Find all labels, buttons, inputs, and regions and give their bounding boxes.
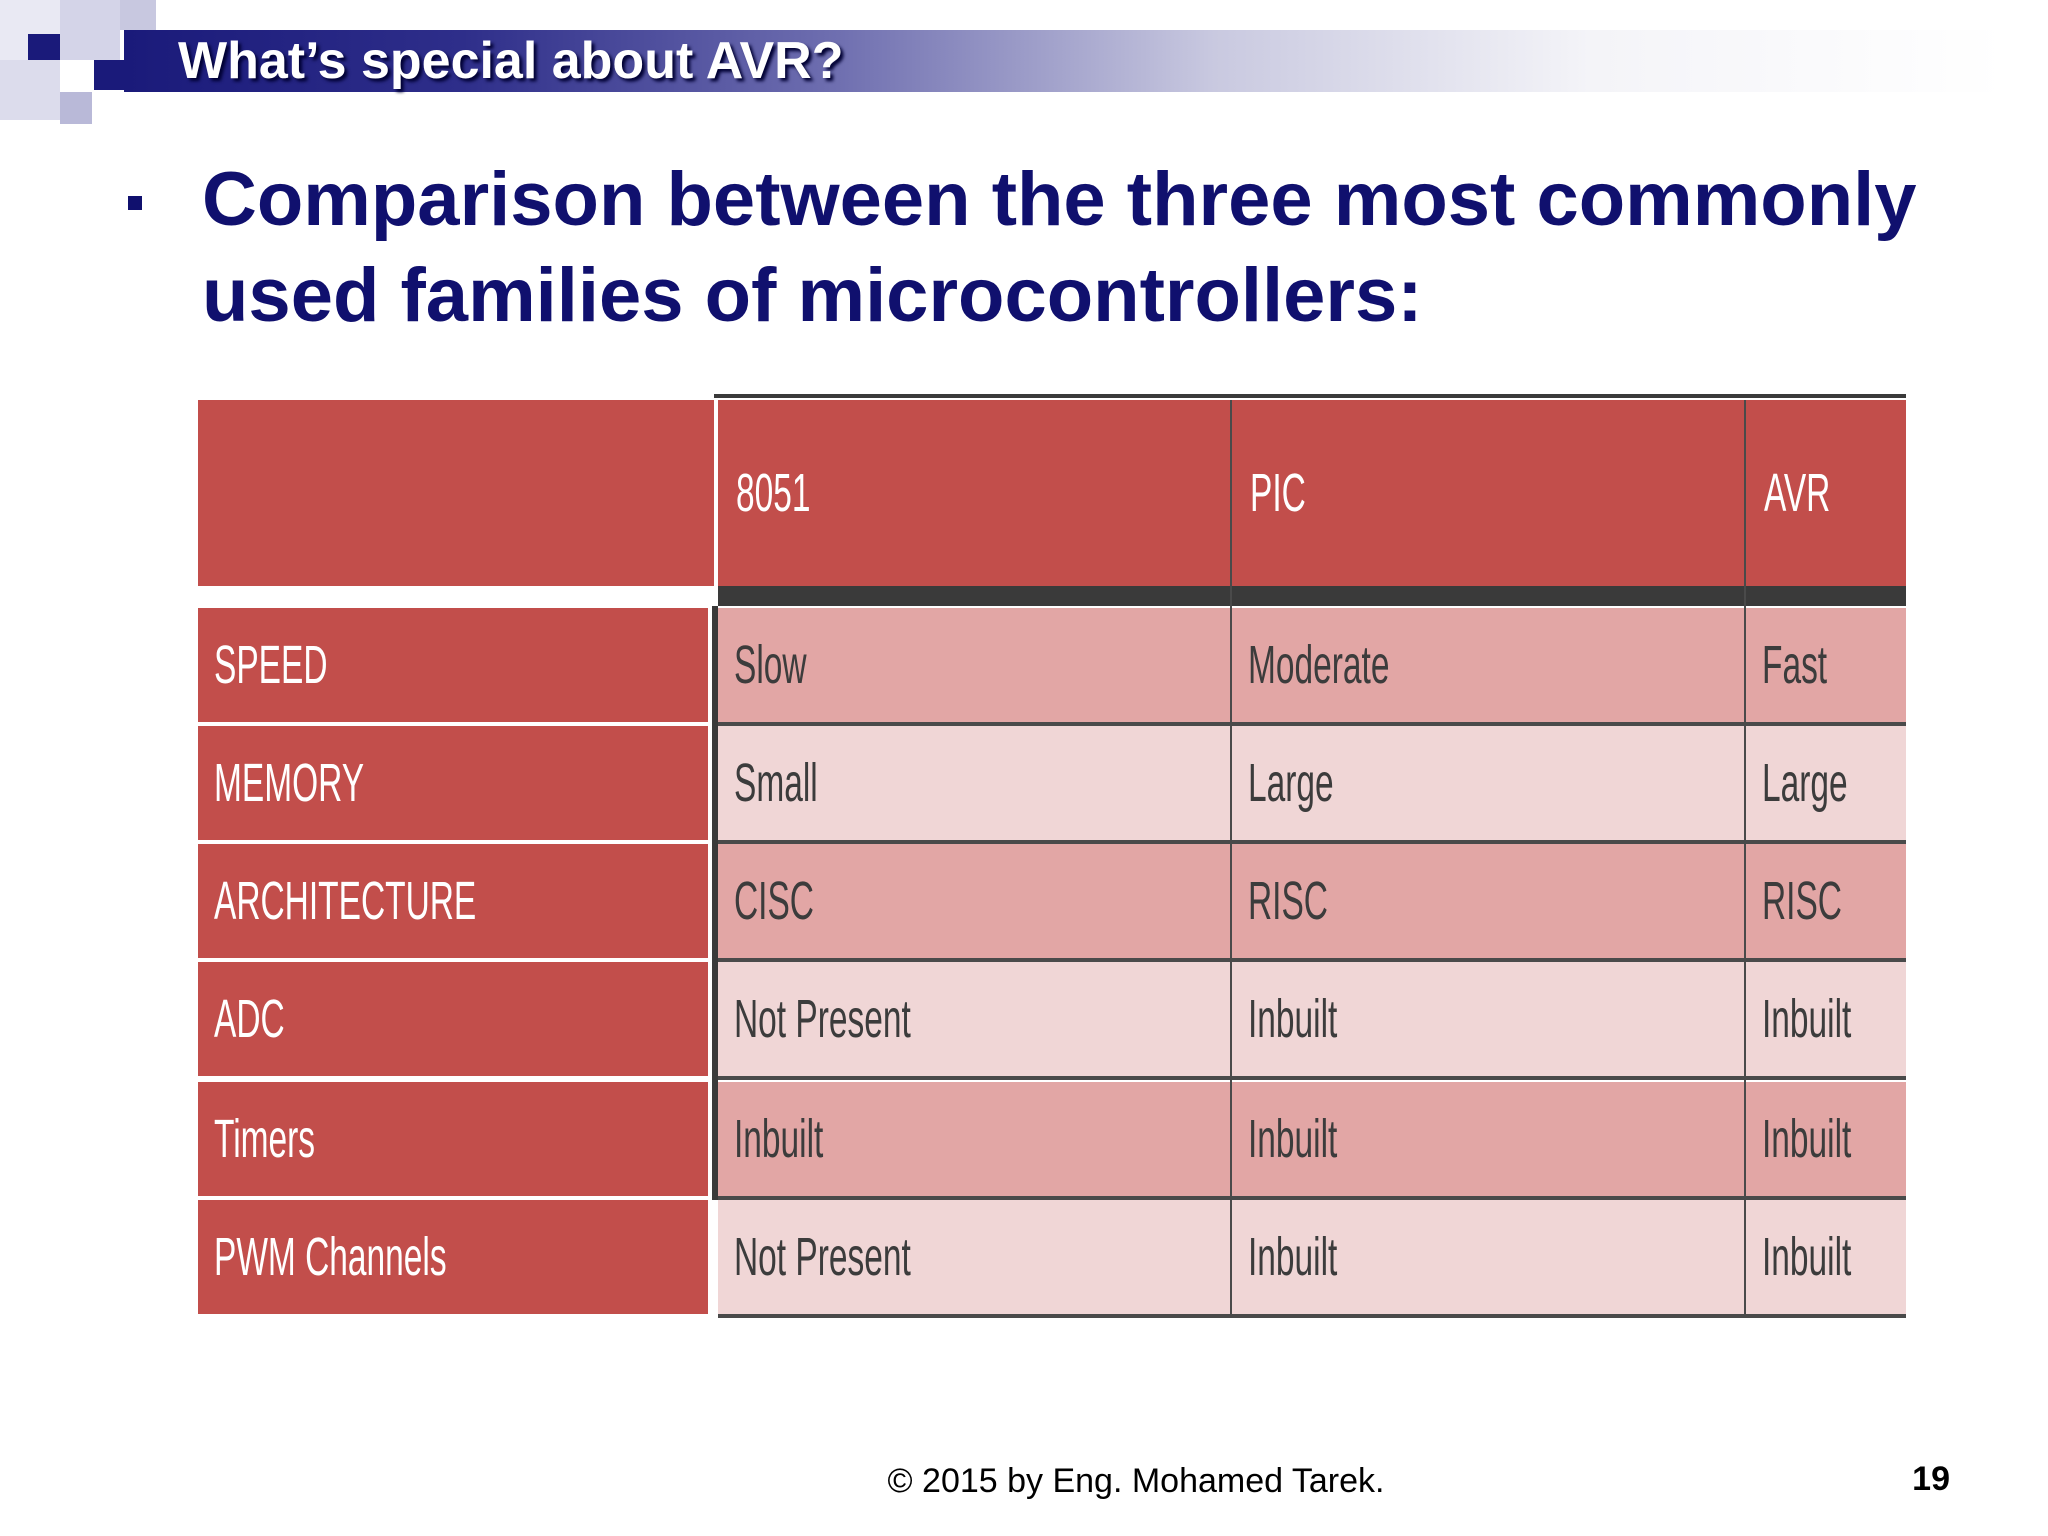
- table-cell: RISC: [1232, 844, 1746, 958]
- table-cell-text: Inbuilt: [1248, 1109, 1338, 1169]
- table-cell-text: RISC: [1248, 871, 1328, 931]
- table-cell-text: Not Present: [734, 1227, 911, 1287]
- row-label-text: Timers: [214, 1109, 316, 1169]
- table-cell: CISC: [718, 844, 1232, 958]
- decor-square: [94, 60, 124, 90]
- footer-copyright: © 2015 by Eng. Mohamed Tarek.: [887, 1462, 1385, 1500]
- table-cell: RISC: [1746, 844, 1906, 958]
- table-cell: Inbuilt: [1232, 962, 1746, 1076]
- column-header: 8051: [718, 400, 1232, 586]
- column-divider: [1230, 400, 1232, 1314]
- row-label-text: MEMORY: [214, 753, 365, 813]
- table-cell: Inbuilt: [1232, 1200, 1746, 1314]
- row-label-text: PWM Channels: [214, 1227, 447, 1287]
- table-cell: Not Present: [718, 1200, 1232, 1314]
- table-cell: Fast: [1746, 608, 1906, 722]
- row-divider: [718, 722, 1906, 726]
- row-label: ADC: [198, 962, 708, 1076]
- column-header-text: PIC: [1250, 463, 1306, 523]
- decor-square: [60, 0, 120, 60]
- row-label: SPEED: [198, 608, 708, 722]
- table-cell-text: CISC: [734, 871, 814, 931]
- table-cell: Inbuilt: [1746, 962, 1906, 1076]
- row-divider: [718, 1076, 1906, 1080]
- table-cell: Large: [1746, 726, 1906, 840]
- bullet-marker: [128, 196, 142, 210]
- header-corner-cell: [198, 400, 714, 586]
- row-label-text: SPEED: [214, 635, 328, 695]
- row-divider: [718, 840, 1906, 844]
- decor-square: [60, 92, 92, 124]
- title-bar: [124, 30, 2004, 92]
- row-label: MEMORY: [198, 726, 708, 840]
- table-cell: Slow: [718, 608, 1232, 722]
- table-cell-text: Inbuilt: [1762, 1109, 1852, 1169]
- table-cell-text: Large: [1248, 753, 1334, 813]
- table-cell: Small: [718, 726, 1232, 840]
- table-cell-text: Inbuilt: [1248, 989, 1338, 1049]
- table-cell-text: Large: [1762, 753, 1848, 813]
- header-separator: [718, 586, 1906, 606]
- table-cell-text: Not Present: [734, 989, 911, 1049]
- table-cell: Inbuilt: [1232, 1082, 1746, 1196]
- table-top-rule: [714, 394, 1906, 398]
- table-cell: Not Present: [718, 962, 1232, 1076]
- column-header: PIC: [1232, 400, 1746, 586]
- table-cell-text: Inbuilt: [1762, 989, 1852, 1049]
- decor-square: [0, 60, 60, 120]
- table-cell: Inbuilt: [1746, 1082, 1906, 1196]
- table-cell-text: Inbuilt: [1248, 1227, 1338, 1287]
- page-number: 19: [1912, 1460, 1950, 1498]
- decor-square: [120, 0, 156, 30]
- row-label: PWM Channels: [198, 1200, 708, 1314]
- table-cell-text: Fast: [1762, 635, 1828, 695]
- row-divider: [718, 958, 1906, 962]
- table-cell-text: Inbuilt: [1762, 1227, 1852, 1287]
- row-label: ARCHITECTURE: [198, 844, 708, 958]
- column-header-text: AVR: [1764, 463, 1831, 523]
- table-cell-text: Inbuilt: [734, 1109, 824, 1169]
- table-left-rule: [712, 606, 718, 1200]
- row-label-text: ADC: [214, 989, 285, 1049]
- column-header: AVR: [1746, 400, 1906, 586]
- table-cell: Large: [1232, 726, 1746, 840]
- table-cell: Inbuilt: [718, 1082, 1232, 1196]
- column-divider: [1744, 400, 1746, 1314]
- table-cell-text: Small: [734, 753, 818, 813]
- table-cell-text: RISC: [1762, 871, 1842, 931]
- table-cell-text: Slow: [734, 635, 807, 695]
- table-cell: Moderate: [1232, 608, 1746, 722]
- table-cell: Inbuilt: [1746, 1200, 1906, 1314]
- decor-square: [28, 34, 60, 60]
- row-label-text: ARCHITECTURE: [214, 871, 477, 931]
- row-divider: [718, 1196, 1906, 1200]
- row-label: Timers: [198, 1082, 708, 1196]
- column-header-text: 8051: [736, 463, 811, 523]
- row-divider: [718, 1314, 1906, 1318]
- bullet-text: Comparison between the three most common…: [202, 157, 1917, 338]
- slide-title: What’s special about AVR?: [178, 32, 844, 90]
- table-cell-text: Moderate: [1248, 635, 1390, 695]
